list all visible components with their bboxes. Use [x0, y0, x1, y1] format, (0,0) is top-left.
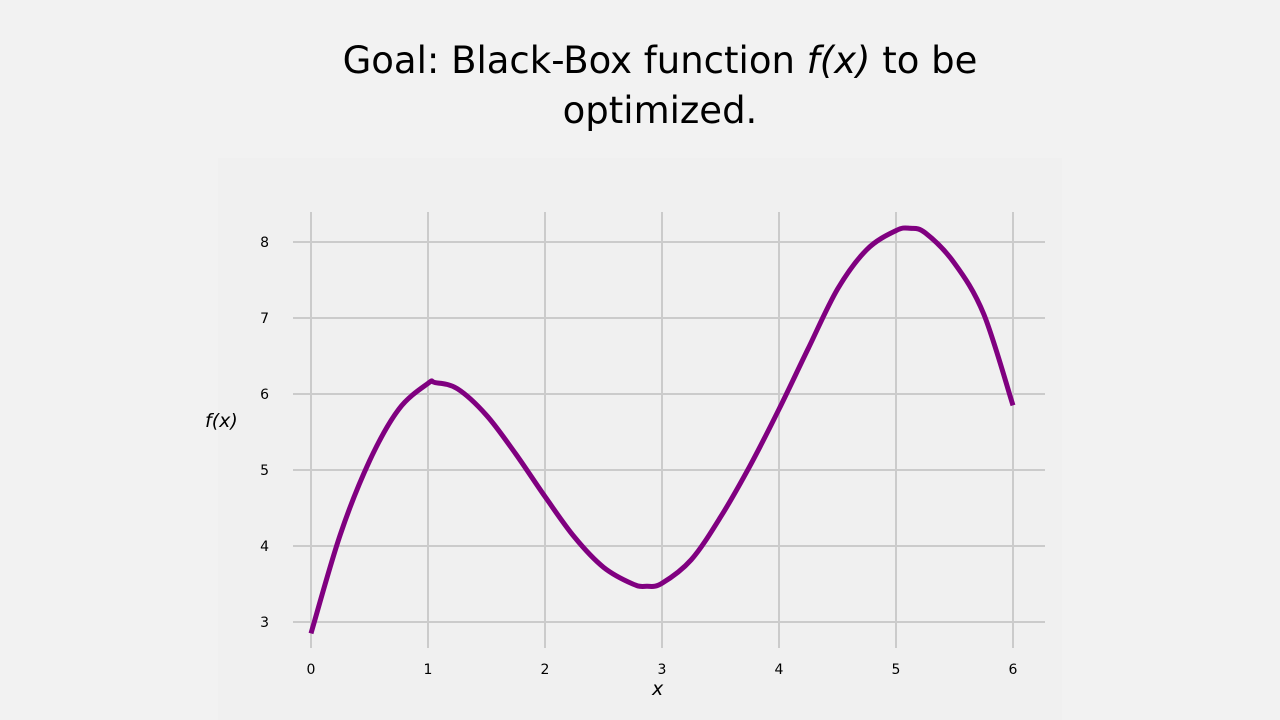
y-tick-label: 6 [260, 387, 269, 403]
chart-svg: 0 1 2 3 4 5 6 3 4 5 6 7 8 [260, 212, 1045, 678]
x-tick-label: 5 [892, 662, 901, 678]
x-tick-label: 3 [658, 662, 667, 678]
y-tick-label: 3 [260, 615, 269, 631]
title-function: f(x) [806, 39, 871, 82]
y-axis-label: f(x) [205, 410, 238, 432]
x-tick-label: 6 [1009, 662, 1018, 678]
chart-area: 0 1 2 3 4 5 6 3 4 5 6 7 8 [218, 158, 1062, 720]
series-line-fx [308, 225, 1016, 635]
x-tick-label: 1 [424, 662, 433, 678]
title-prefix: Goal: Black-Box function [342, 39, 807, 82]
title-suffix: to be optimized. [562, 39, 978, 132]
y-tick-label: 4 [260, 539, 269, 555]
y-tick-label: 8 [260, 235, 269, 251]
y-tick-label: 7 [260, 311, 269, 327]
x-tick-label: 0 [307, 662, 316, 678]
y-tick-label: 5 [260, 463, 269, 479]
x-tick-label: 4 [775, 662, 784, 678]
x-axis-label: x [652, 678, 664, 700]
x-tick-label: 2 [541, 662, 550, 678]
slide-title: Goal: Black-Box function f(x) to be opti… [340, 36, 980, 136]
